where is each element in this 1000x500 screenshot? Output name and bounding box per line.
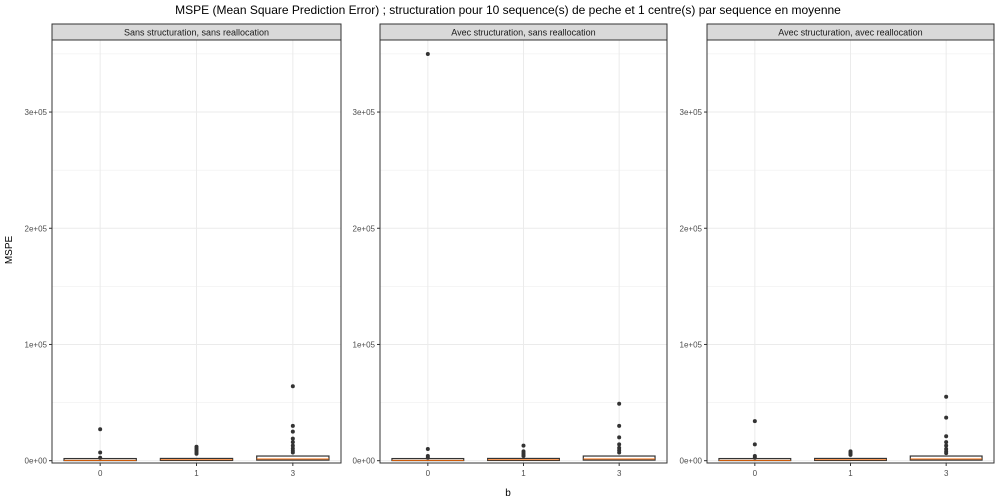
outlier-point (290, 384, 295, 389)
outlier-point (944, 443, 949, 448)
box-0 (718, 419, 792, 462)
outlier-point (848, 452, 853, 457)
outlier-point (290, 440, 295, 445)
box-body (909, 455, 983, 461)
box-0 (63, 427, 137, 462)
panel-3: Avec structuration, avec reallocation 0e+… (680, 23, 995, 478)
outlier-point (194, 451, 199, 456)
outlier-point (944, 434, 949, 439)
box-0 (391, 51, 465, 462)
outlier-point (617, 435, 622, 440)
x-tick-label: 0 (753, 469, 758, 478)
outlier-point (752, 419, 757, 424)
x-tick-label: 1 (848, 469, 853, 478)
outlier-point (425, 455, 430, 460)
x-tick-label: 0 (98, 469, 103, 478)
box-1 (487, 443, 560, 462)
x-tick-label: 3 (617, 469, 622, 478)
outlier-point (290, 423, 295, 428)
y-tick-label: 2e+05 (25, 224, 48, 233)
x-tick-label: 3 (944, 469, 949, 478)
panel-2: Avec structuration, sans reallocation 0e+… (353, 23, 668, 478)
box-3 (256, 384, 330, 461)
box-3 (582, 401, 656, 461)
outlier-point (521, 454, 526, 459)
x-tick-label: 1 (194, 469, 199, 478)
x-tick-label: 3 (291, 469, 296, 478)
box-1 (159, 444, 234, 462)
box-3 (909, 394, 983, 461)
y-tick-label: 0e+00 (353, 457, 376, 466)
box-1 (814, 449, 887, 462)
outlier-point (944, 451, 949, 456)
outlier-point (521, 443, 526, 448)
chart-title: MSPE (Mean Square Prediction Error) ; st… (175, 3, 841, 17)
y-tick-label: 3e+05 (25, 108, 48, 117)
x-tick-label: 0 (426, 469, 431, 478)
outlier-point (98, 427, 103, 432)
y-tick-label: 1e+05 (25, 340, 48, 349)
outlier-point (752, 455, 757, 460)
y-tick-label: 2e+05 (680, 224, 703, 233)
y-tick-label: 3e+05 (680, 108, 703, 117)
y-tick-label: 3e+05 (353, 108, 376, 117)
strip-title: Avec structuration, sans reallocation (451, 28, 595, 38)
strip-title: Avec structuration, avec reallocation (778, 28, 922, 38)
strip-background (706, 23, 995, 41)
outlier-point (290, 429, 295, 434)
outlier-point (944, 440, 949, 445)
panels-group: Sans structuration, sans reallocation 0e+… (25, 23, 995, 478)
outlier-point (617, 450, 622, 455)
y-axis-title: MSPE (4, 236, 15, 265)
x-axis-title: b (505, 488, 511, 499)
box-body (256, 455, 330, 461)
outlier-point (617, 401, 622, 406)
outlier-point (425, 447, 430, 452)
outlier-point (290, 443, 295, 448)
outlier-point (290, 436, 295, 441)
outlier-point (617, 442, 622, 447)
outlier-point (290, 450, 295, 455)
y-tick-label: 0e+00 (680, 457, 703, 466)
strip-background (379, 23, 668, 41)
y-tick-label: 0e+00 (25, 457, 48, 466)
outlier-point (944, 394, 949, 399)
strip-background (51, 23, 342, 41)
outlier-point (98, 450, 103, 455)
strip-title: Sans structuration, sans reallocation (124, 28, 269, 38)
y-tick-label: 1e+05 (680, 340, 703, 349)
panel-1: Sans structuration, sans reallocation 0e+… (25, 23, 342, 478)
box-body (582, 455, 656, 461)
y-tick-label: 1e+05 (353, 340, 376, 349)
outlier-point (425, 51, 430, 56)
x-tick-label: 1 (521, 469, 526, 478)
outlier-point (752, 442, 757, 447)
y-tick-label: 2e+05 (353, 224, 376, 233)
outlier-point (944, 415, 949, 420)
outlier-point (98, 455, 103, 460)
outlier-point (617, 423, 622, 428)
